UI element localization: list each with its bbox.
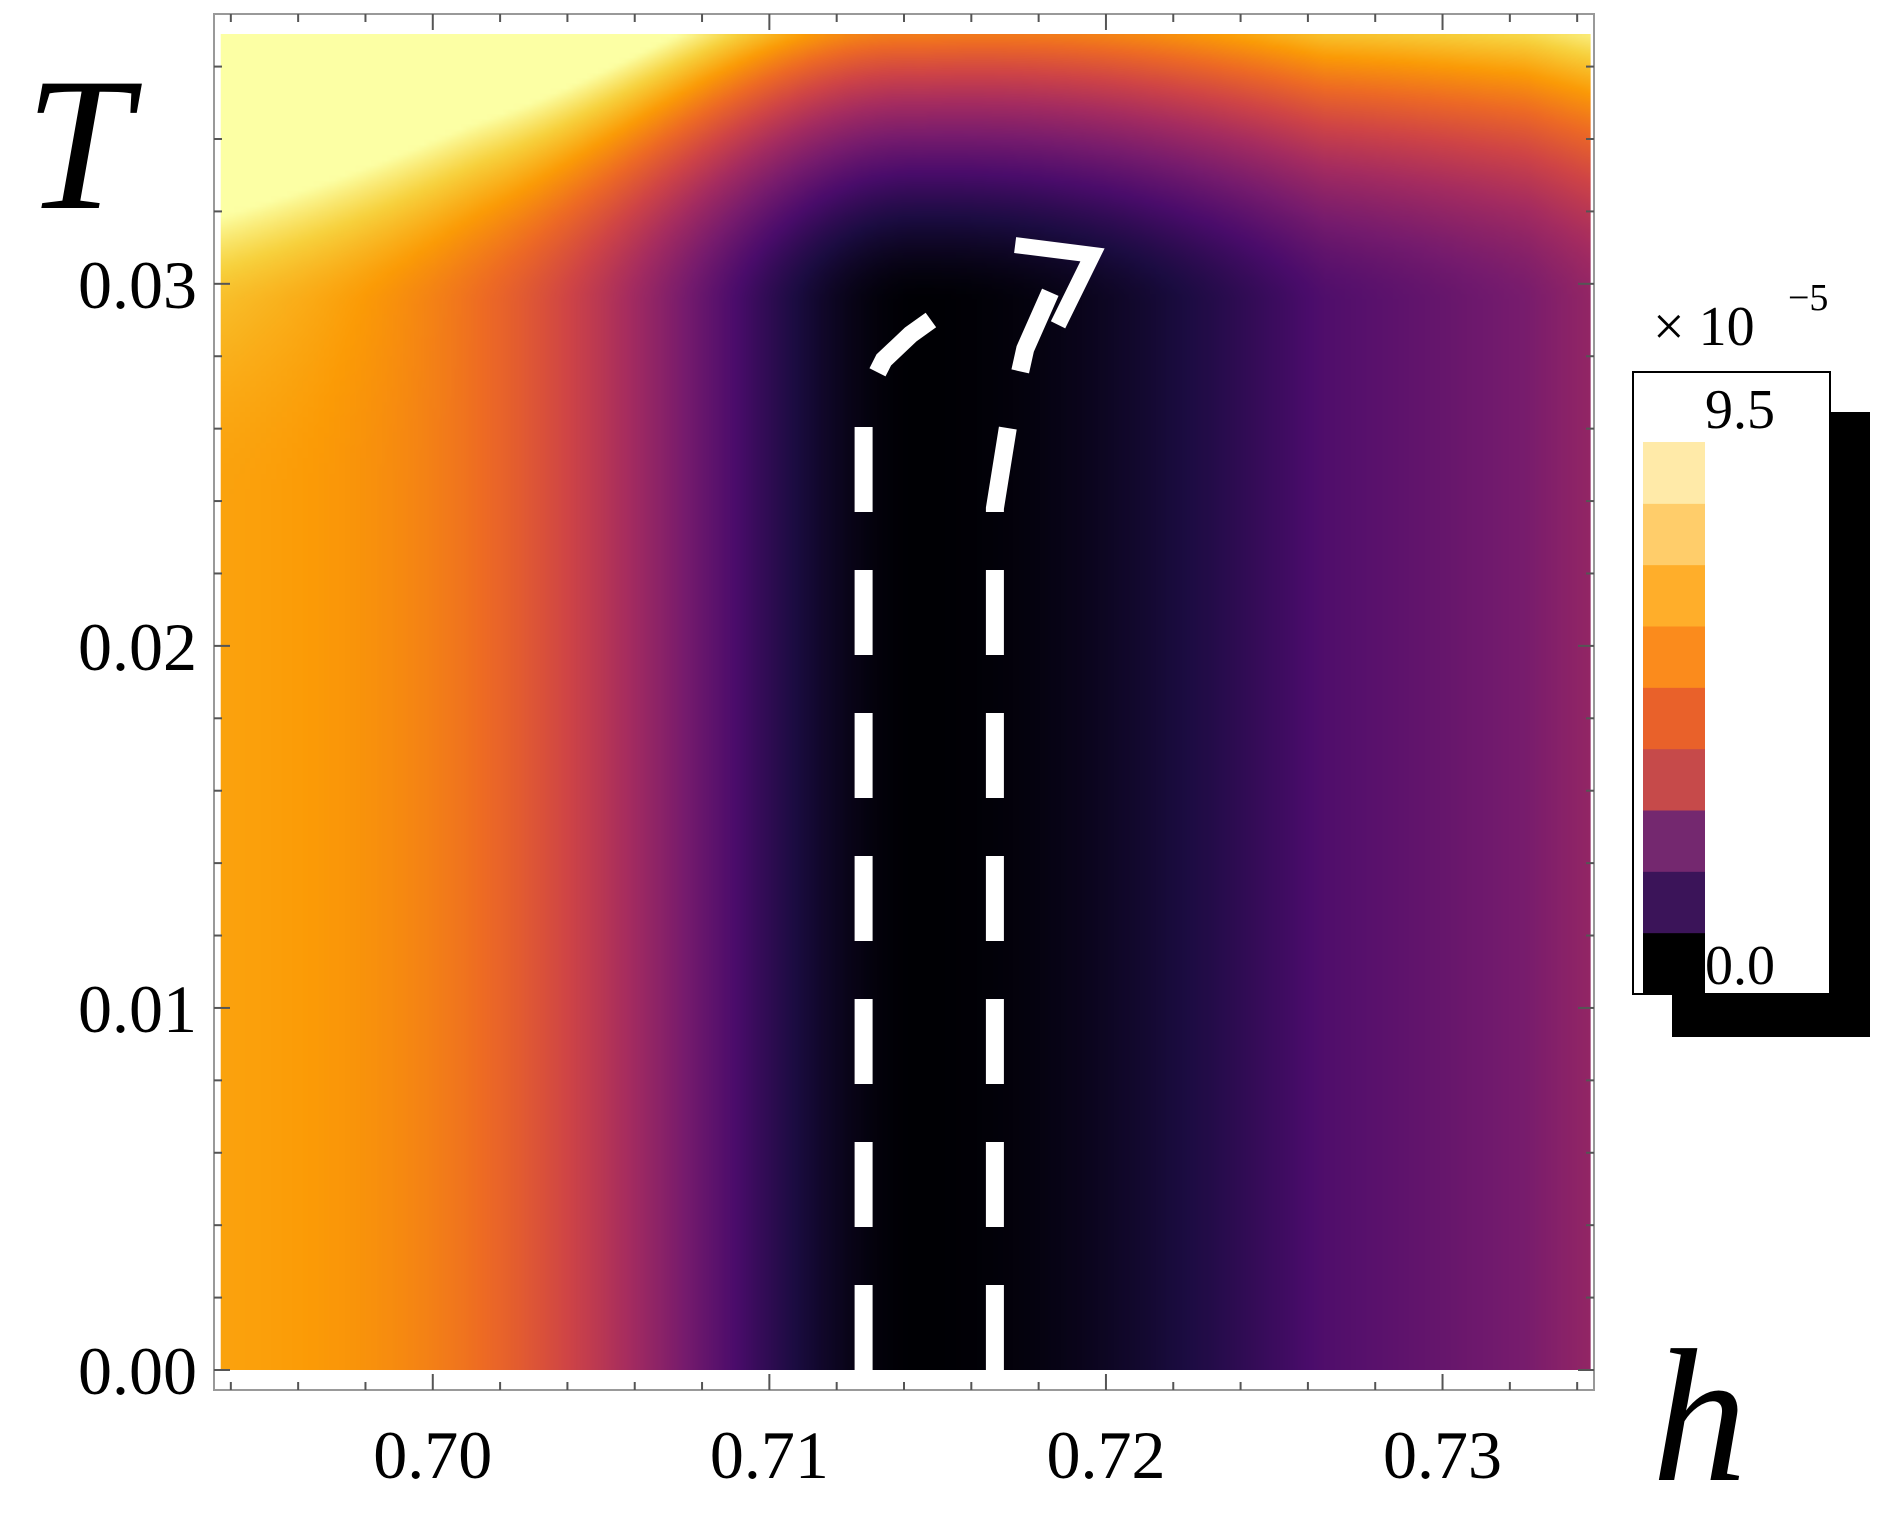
colorbar-multiplier: × 10	[1653, 296, 1755, 358]
phase-boundary-lines	[854, 237, 1105, 1370]
y-tick-label: 0.02	[78, 609, 197, 685]
x-tick-label: 0.71	[710, 1417, 829, 1493]
colorbar-swatch	[1643, 871, 1705, 934]
x-tick-label: 0.70	[373, 1417, 492, 1493]
colorbar-swatch	[1643, 503, 1705, 566]
heatmap-raster	[220, 34, 1591, 1370]
colorbar-exponent: −5	[1788, 277, 1828, 319]
colorbar-legend: 9.5 0.0 × 10 −5	[1632, 277, 1870, 1037]
colorbar-min-label: 0.0	[1705, 935, 1775, 997]
colorbar-swatch	[1643, 748, 1705, 811]
colorbar-swatch	[1643, 810, 1705, 872]
x-tick-label: 0.73	[1383, 1417, 1502, 1493]
colorbar-swatch	[1643, 687, 1705, 750]
y-tick-label: 0.01	[78, 971, 197, 1047]
y-axis-label: T	[25, 40, 142, 250]
colorbar-max-label: 9.5	[1705, 379, 1775, 441]
colorbar-swatch	[1643, 932, 1705, 995]
boundary-arrowhead	[1014, 237, 1105, 329]
colorbar-swatch	[1643, 564, 1705, 627]
left-boundary-line	[854, 312, 937, 1370]
x-tick-label: 0.72	[1046, 1417, 1165, 1493]
y-tick-label: 0.00	[78, 1333, 197, 1409]
colorbar-swatch	[1643, 626, 1705, 688]
tick-labels: 0.70 0.71 0.72 0.73 0.00 0.01 0.02 0.03	[78, 247, 1502, 1493]
right-boundary-line	[985, 246, 1097, 1370]
axis-ticks	[214, 14, 1594, 1390]
y-tick-label: 0.03	[78, 247, 197, 323]
x-axis-label: h	[1652, 1312, 1747, 1513]
colorbar-swatches	[1643, 442, 1705, 995]
colorbar-swatch	[1643, 442, 1705, 504]
heatmap-surface	[220, 34, 1591, 1370]
